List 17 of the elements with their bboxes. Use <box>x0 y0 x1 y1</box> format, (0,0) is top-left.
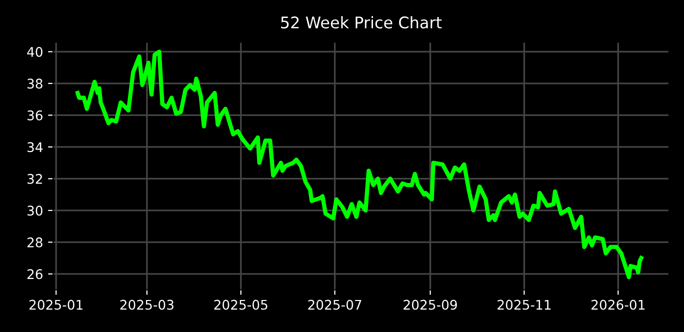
y-tick-label: 38 <box>28 78 42 89</box>
x-tick-label: 2025-11 <box>498 300 551 310</box>
x-tick-label: 2025-01 <box>29 300 82 310</box>
x-tick-label: 2025-03 <box>120 300 174 310</box>
x-tick-label: 2025-07 <box>308 300 362 310</box>
line-series <box>76 50 644 280</box>
y-tick-label: 34 <box>28 142 43 152</box>
x-tick-label: 2025-09 <box>404 300 457 310</box>
chart-title: 52 Week Price Chart <box>281 16 442 28</box>
x-tick-label: 2026-01 <box>592 300 644 310</box>
y-tick-label: 32 <box>28 174 42 184</box>
y-tick-label: 36 <box>28 110 42 120</box>
y-tick-label: 30 <box>28 206 42 216</box>
x-tick-label: 2025-05 <box>214 300 268 310</box>
y-tick-label: 26 <box>27 269 42 280</box>
y-tick-label: 40 <box>27 46 42 57</box>
y-tick-label: 28 <box>27 237 42 248</box>
